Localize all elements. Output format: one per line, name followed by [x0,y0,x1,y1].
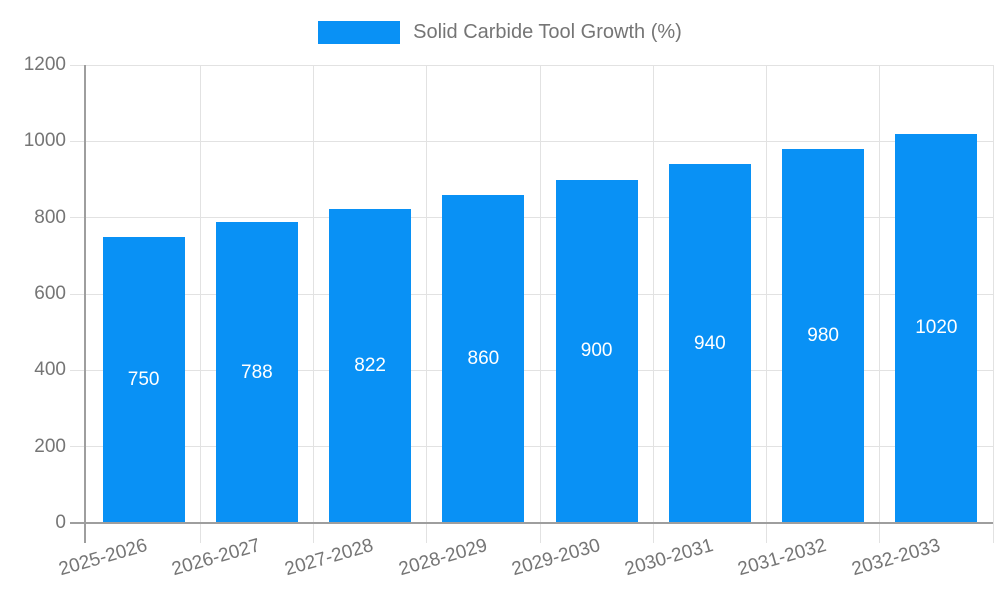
y-gridline [70,369,993,371]
bar-value-label: 822 [354,355,386,377]
y-axis-tick-label: 0 [55,512,66,533]
x-axis-tick-label: 2025-2026 [56,535,150,581]
x-axis-tick-label: 2030-2031 [622,535,716,581]
x-axis-tick-label: 2026-2027 [169,535,263,581]
x-axis-tick-label: 2029-2030 [509,535,603,581]
y-gridline [70,64,993,66]
y-axis-tick-label: 400 [34,359,66,381]
x-gridline [539,65,541,543]
y-axis-tick-label: 1000 [23,130,66,152]
bar-value-label: 788 [241,361,273,383]
bar[interactable] [668,164,751,523]
legend-label: Solid Carbide Tool Growth (%) [413,21,682,43]
bar-value-label: 1020 [915,317,958,339]
bar-value-label: 940 [694,332,726,354]
x-gridline [992,65,994,543]
x-axis-line [70,522,993,524]
bar[interactable] [329,209,412,523]
y-axis-tick-label: 800 [34,206,66,228]
x-gridline [313,65,314,543]
x-gridline [766,65,767,543]
legend-item[interactable]: Solid Carbide Tool Growth (%) [0,19,1000,45]
bar[interactable] [555,179,638,523]
y-axis-tick-label: 600 [34,283,66,304]
bar-value-label: 900 [580,340,613,362]
bar[interactable] [895,133,978,523]
y-gridline [70,217,993,219]
x-gridline [199,65,201,543]
y-gridline [70,293,993,295]
y-axis-line [84,65,86,543]
y-axis-tick-label: 1200 [23,54,66,75]
bar[interactable] [102,236,185,523]
x-gridline [652,65,654,543]
x-axis-tick-label: 2031-2032 [735,535,829,581]
bar-value-label: 980 [807,324,839,346]
bar-value-label: 750 [127,368,160,390]
bar[interactable] [782,148,865,523]
bar-value-label: 860 [467,347,500,369]
legend-swatch-icon [318,20,401,44]
x-axis-tick-label: 2032-2033 [849,535,943,581]
y-gridline [70,446,993,448]
x-gridline [426,65,428,543]
x-axis-tick-label: 2028-2029 [396,535,490,581]
x-gridline [879,65,881,543]
bar[interactable] [215,222,298,523]
bar[interactable] [442,194,525,523]
y-axis-tick-label: 200 [34,435,66,457]
x-axis-tick-label: 2027-2028 [282,535,376,581]
y-gridline [70,140,993,142]
